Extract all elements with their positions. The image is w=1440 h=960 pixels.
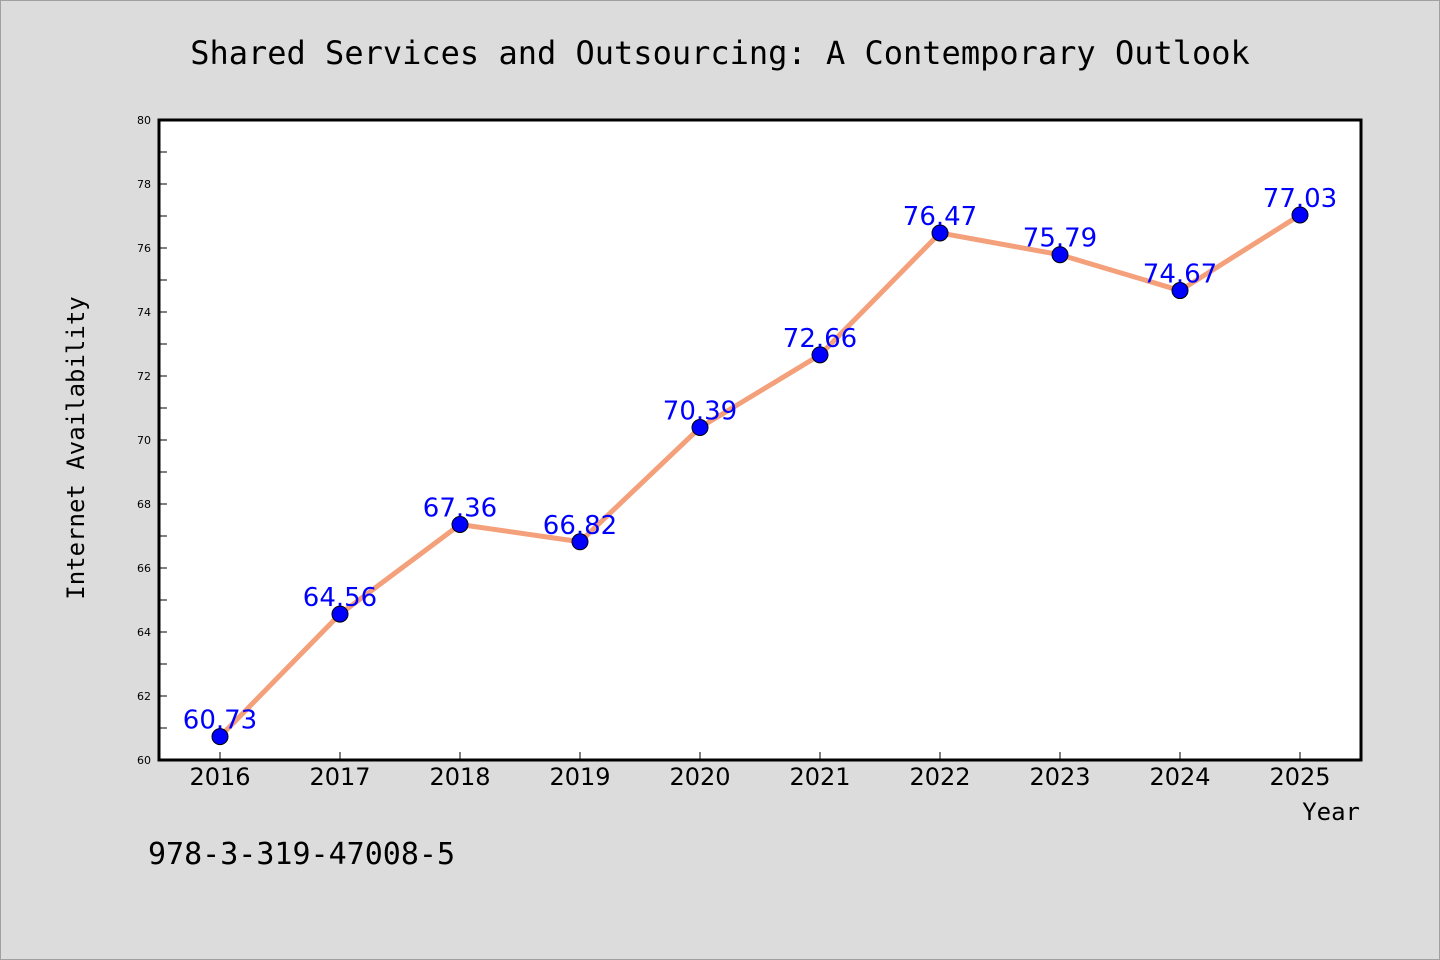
data-label: 66.82 bbox=[543, 511, 617, 541]
data-label: 76.47 bbox=[903, 202, 977, 232]
y-tick-label: 74 bbox=[137, 306, 151, 319]
data-point bbox=[691, 419, 709, 437]
data-label: 72.66 bbox=[783, 324, 857, 354]
x-tick-label: 2020 bbox=[669, 763, 730, 791]
data-point bbox=[331, 605, 349, 623]
y-tick-label: 68 bbox=[137, 498, 151, 511]
x-tick-label: 2021 bbox=[789, 763, 850, 791]
x-tick-label: 2016 bbox=[189, 763, 250, 791]
data-label: 74.67 bbox=[1143, 260, 1217, 290]
data-point bbox=[1171, 282, 1189, 300]
data-point bbox=[811, 346, 829, 364]
y-tick-label: 76 bbox=[137, 242, 151, 255]
y-tick-label: 66 bbox=[137, 562, 151, 575]
y-tick-label: 72 bbox=[137, 370, 151, 383]
isbn-text: 978-3-319-47008-5 bbox=[148, 837, 455, 872]
data-point bbox=[1051, 246, 1069, 264]
data-label: 77.03 bbox=[1263, 184, 1337, 214]
x-tick-label: 2017 bbox=[309, 763, 370, 791]
data-point bbox=[931, 224, 949, 242]
series-markers bbox=[211, 206, 1309, 746]
data-point bbox=[1291, 206, 1309, 224]
x-axis-label: Year bbox=[1302, 798, 1360, 826]
y-axis-label: Internet Availability bbox=[62, 296, 90, 599]
series-line bbox=[218, 212, 1302, 739]
y-axis: 60 62 64 66 68 70 72 74 76 78 80 bbox=[137, 114, 167, 767]
data-label: 64.56 bbox=[303, 583, 377, 613]
data-label: 75.79 bbox=[1023, 224, 1097, 254]
y-tick-label: 64 bbox=[137, 626, 151, 639]
y-tick-label: 60 bbox=[137, 754, 151, 767]
y-tick-label: 80 bbox=[137, 114, 151, 127]
data-labels: 60.73 64.56 67.36 66.82 70.39 72.66 76.47 75.79… bbox=[183, 184, 1337, 736]
data-label: 70.39 bbox=[663, 397, 737, 427]
data-label: 67.36 bbox=[423, 493, 497, 523]
x-tick-label: 2024 bbox=[1149, 763, 1210, 791]
x-axis: 2016 2017 2018 2019 2020 2021 2022 2023 2024 2025 bbox=[189, 752, 1331, 791]
y-tick-label: 78 bbox=[137, 178, 151, 191]
data-point bbox=[571, 533, 589, 551]
chart-title: Shared Services and Outsourcing: A Conte… bbox=[190, 34, 1250, 72]
y-tick-label: 70 bbox=[137, 434, 151, 447]
y-tick-label: 62 bbox=[137, 690, 151, 703]
plot-area bbox=[157, 118, 1363, 762]
x-tick-label: 2019 bbox=[549, 763, 610, 791]
x-tick-label: 2025 bbox=[1269, 763, 1330, 791]
data-point bbox=[211, 728, 229, 746]
x-tick-label: 2018 bbox=[429, 763, 490, 791]
x-tick-label: 2022 bbox=[909, 763, 970, 791]
data-label: 60.73 bbox=[183, 706, 257, 736]
data-point bbox=[451, 515, 469, 533]
x-tick-label: 2023 bbox=[1029, 763, 1090, 791]
